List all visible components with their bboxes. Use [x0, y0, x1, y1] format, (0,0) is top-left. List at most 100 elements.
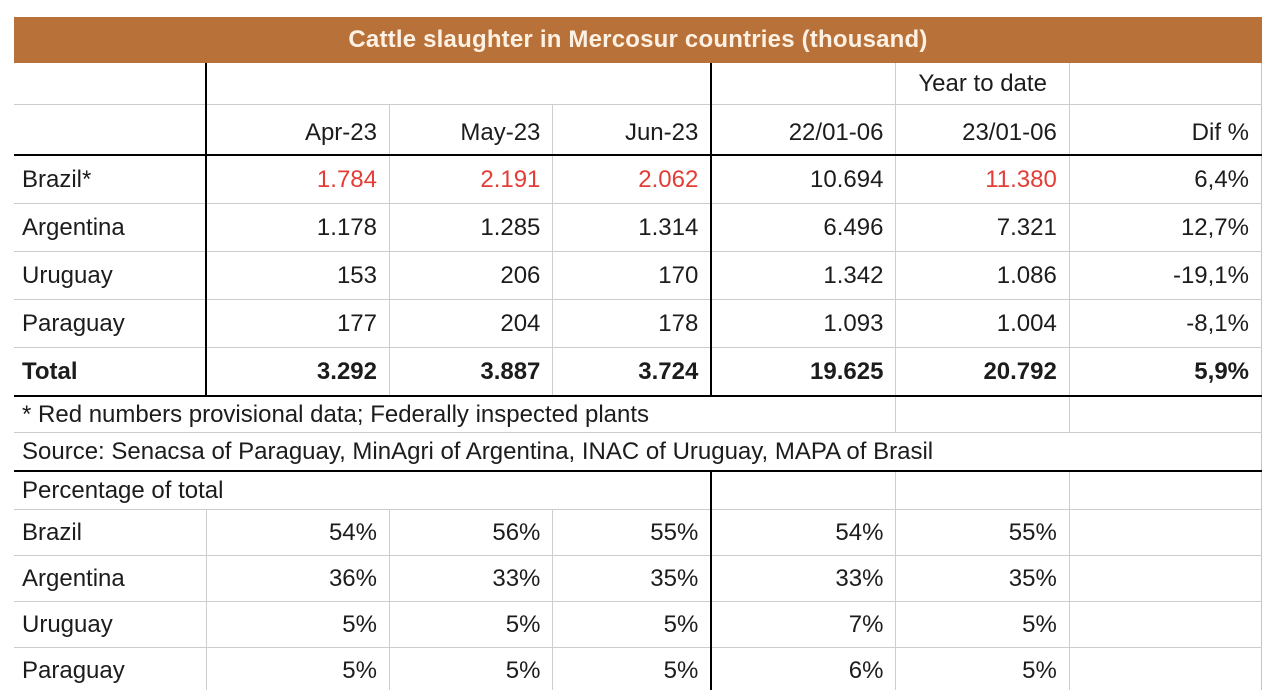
cell-value: 1.178: [206, 203, 390, 252]
table-container: Cattle slaughter in Mercosur countries (…: [14, 17, 1262, 690]
row-label: Paraguay: [14, 299, 208, 348]
cell-value: 56%: [388, 509, 553, 556]
col-header-dif: Dif %: [1068, 104, 1262, 156]
cell-value: 5%: [205, 647, 390, 690]
empty-cell: [1068, 471, 1262, 510]
footnote-text: * Red numbers provisional data; Federall…: [14, 396, 896, 433]
cell-value: 54%: [711, 509, 896, 556]
cell-value: 206: [388, 251, 553, 300]
cell-value: 1.784: [206, 155, 390, 204]
cell-value: 6%: [711, 647, 896, 690]
col-header-may23: May-23: [388, 104, 553, 156]
empty-cell: [895, 396, 1070, 433]
row-label: Brazil: [14, 509, 207, 556]
cell-value: 5%: [388, 601, 553, 648]
cell-value: 153: [206, 251, 390, 300]
column-header-row: Apr-23 May-23 Jun-23 22/01-06 23/01-06 D…: [14, 104, 1262, 156]
cell-value: 33%: [711, 555, 896, 602]
table-row-argentina: Argentina 1.178 1.285 1.314 6.496 7.321 …: [14, 203, 1262, 252]
table-title-bar: Cattle slaughter in Mercosur countries (…: [14, 17, 1262, 63]
cell-value: 1.285: [388, 203, 553, 252]
cell-value: 177: [206, 299, 390, 348]
cell-value: 170: [552, 251, 713, 300]
cell-value: 54%: [205, 509, 390, 556]
cell-value: 6,4%: [1068, 155, 1262, 204]
cell-value: 55%: [552, 509, 713, 556]
cell-value: 1.342: [711, 251, 896, 300]
cell-value: 12,7%: [1068, 203, 1262, 252]
empty-cell: [1068, 601, 1262, 648]
cell-value: -8,1%: [1068, 299, 1262, 348]
table-row-uruguay: Uruguay 153 206 170 1.342 1.086 -19,1%: [14, 251, 1262, 300]
empty-cell: [711, 63, 896, 105]
footnote-row: * Red numbers provisional data; Federall…: [14, 396, 1262, 433]
row-label: Paraguay: [14, 647, 207, 690]
source-text: Source: Senacsa of Paraguay, MinAgri of …: [14, 432, 1262, 472]
table-row-paraguay: Paraguay 177 204 178 1.093 1.004 -8,1%: [14, 299, 1262, 348]
cell-value: 10.694: [711, 155, 896, 204]
cell-value: 35%: [552, 555, 713, 602]
cell-value: 5%: [552, 601, 713, 648]
row-label: Total: [14, 347, 208, 397]
cell-value: 5%: [552, 647, 713, 690]
cell-value: 5%: [895, 601, 1070, 648]
table-title: Cattle slaughter in Mercosur countries (…: [348, 26, 928, 53]
row-label: Argentina: [14, 555, 207, 602]
col-header-apr23: Apr-23: [206, 104, 390, 156]
row-label: Brazil*: [14, 155, 208, 204]
cell-value: 7.321: [895, 203, 1070, 252]
empty-cell: [1068, 647, 1262, 690]
percentage-row-uruguay: Uruguay 5% 5% 5% 7% 5%: [14, 601, 1262, 648]
cell-value: 55%: [895, 509, 1070, 556]
cell-value: 2.191: [388, 155, 553, 204]
year-to-date-label: Year to date: [895, 63, 1070, 105]
cell-value: 11.380: [895, 155, 1070, 204]
cell-value: 3.724: [552, 347, 713, 397]
empty-cell: [1068, 396, 1262, 433]
empty-cell: [14, 104, 208, 156]
empty-cell: [206, 63, 713, 105]
cell-value: 1.004: [895, 299, 1070, 348]
table-row-total: Total 3.292 3.887 3.724 19.625 20.792 5,…: [14, 347, 1262, 397]
percentage-section-header-row: Percentage of total: [14, 471, 1262, 510]
col-header-ytd-prev: 22/01-06: [711, 104, 896, 156]
cell-value: 5,9%: [1068, 347, 1262, 397]
percentage-row-paraguay: Paraguay 5% 5% 5% 6% 5%: [14, 647, 1262, 690]
cell-value: 20.792: [895, 347, 1070, 397]
cell-value: 35%: [895, 555, 1070, 602]
cell-value: 7%: [711, 601, 896, 648]
cell-value: 3.887: [388, 347, 553, 397]
percentage-row-argentina: Argentina 36% 33% 35% 33% 35%: [14, 555, 1262, 602]
source-row: Source: Senacsa of Paraguay, MinAgri of …: [14, 432, 1262, 472]
empty-cell: [1068, 509, 1262, 556]
cell-value: 178: [552, 299, 713, 348]
cell-value: 6.496: [711, 203, 896, 252]
cell-value: 36%: [205, 555, 390, 602]
cell-value: 5%: [388, 647, 553, 690]
cell-value: 5%: [205, 601, 390, 648]
row-label: Uruguay: [14, 251, 208, 300]
cell-value: 1.086: [895, 251, 1070, 300]
empty-cell: [1068, 555, 1262, 602]
cell-value: -19,1%: [1068, 251, 1262, 300]
cell-value: 204: [388, 299, 553, 348]
row-label: Argentina: [14, 203, 208, 252]
year-to-date-row: Year to date: [14, 63, 1262, 105]
empty-cell: [1068, 63, 1262, 105]
empty-cell: [711, 471, 896, 510]
cell-value: 2.062: [552, 155, 713, 204]
cell-value: 19.625: [711, 347, 896, 397]
row-label: Uruguay: [14, 601, 207, 648]
cell-value: 1.314: [552, 203, 713, 252]
col-header-ytd-curr: 23/01-06: [895, 104, 1070, 156]
empty-cell: [14, 63, 208, 105]
table-row-brazil: Brazil* 1.784 2.191 2.062 10.694 11.380 …: [14, 155, 1262, 204]
cattle-slaughter-table: Year to date Apr-23 May-23 Jun-23 22/01-…: [14, 63, 1262, 690]
cell-value: 33%: [388, 555, 553, 602]
percentage-row-brazil: Brazil 54% 56% 55% 54% 55%: [14, 509, 1262, 556]
cell-value: 1.093: [711, 299, 896, 348]
col-header-jun23: Jun-23: [552, 104, 713, 156]
empty-cell: [895, 471, 1070, 510]
percentage-section-label: Percentage of total: [14, 471, 713, 510]
